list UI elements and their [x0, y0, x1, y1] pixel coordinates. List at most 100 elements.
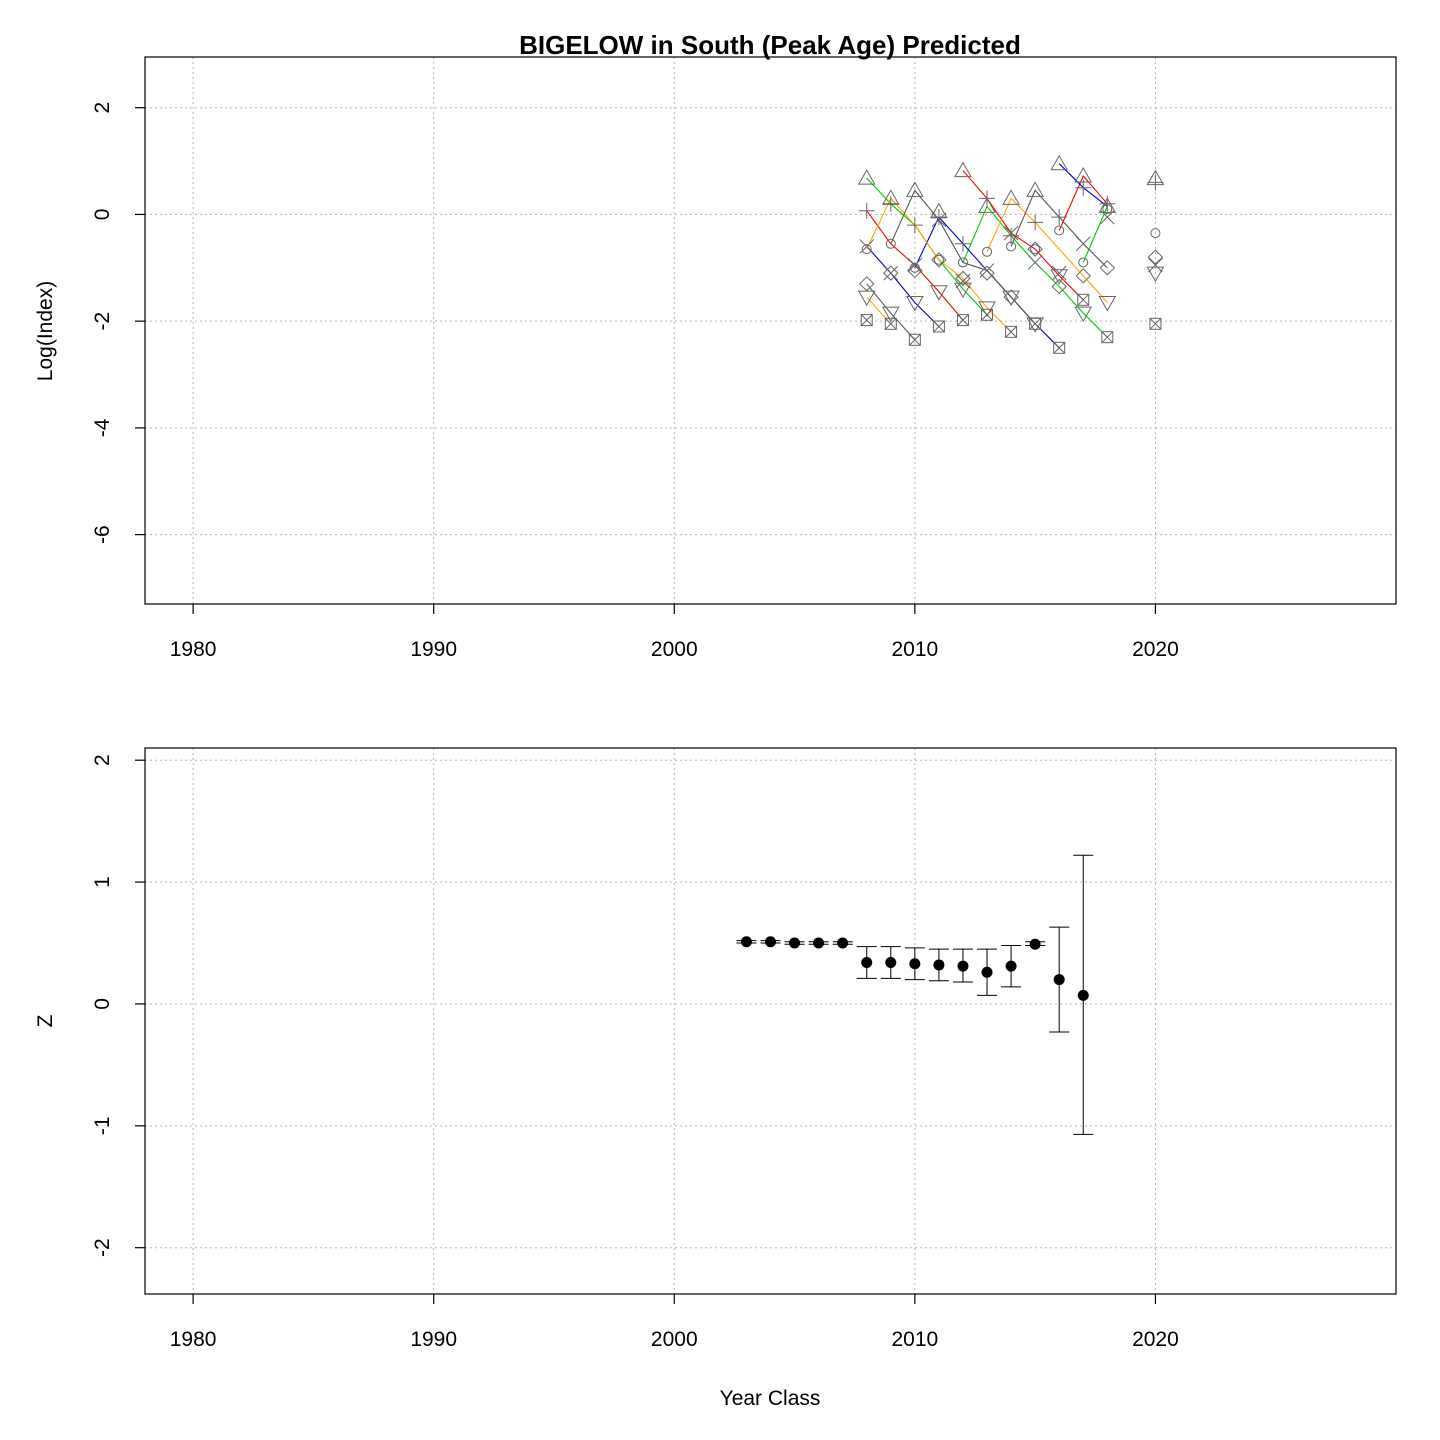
index-point-boxx — [932, 320, 945, 333]
z-point — [740, 936, 752, 948]
index-point-x — [931, 212, 947, 228]
index-point-triangle-down — [1098, 295, 1117, 312]
index-point-plus — [858, 202, 875, 219]
bottom-xlabel: Year Class — [720, 1387, 821, 1410]
bot-y-tick-label: 2 — [91, 754, 114, 766]
index-point-boxx — [884, 317, 897, 330]
index-point-diamond — [955, 270, 971, 287]
bot-y-tick-label: 0 — [91, 998, 114, 1010]
index-point-diamond — [1051, 278, 1067, 295]
bot-y-tick-label: -2 — [91, 1238, 114, 1257]
index-point-circle — [933, 254, 944, 265]
z-point — [885, 957, 897, 968]
index-point-triangle-down — [930, 285, 948, 301]
index-point-plus — [1099, 195, 1116, 212]
index-point-plus — [1075, 179, 1092, 196]
index-point-boxx — [981, 308, 994, 321]
index-point-x — [1099, 209, 1115, 225]
bot-x-tick-label: 1990 — [410, 1328, 457, 1351]
index-point-x — [1075, 236, 1091, 252]
bot-x-tick-label: 2000 — [651, 1328, 698, 1351]
index-point-plus — [906, 217, 923, 234]
z-point — [813, 937, 825, 949]
z-point — [1053, 974, 1065, 986]
index-point-diamond — [907, 262, 923, 279]
z-point — [981, 966, 993, 978]
index-point-circle — [982, 246, 993, 257]
index-point-triangle-down — [1074, 306, 1093, 323]
bot-x-tick-label: 1980 — [170, 1328, 217, 1351]
index-point-boxx — [1053, 341, 1066, 354]
index-point-plus — [882, 195, 899, 212]
index-point-x — [1051, 265, 1067, 281]
chart-title: BIGELOW in South (Peak Age) Predicted — [519, 30, 1021, 60]
z-point — [909, 958, 921, 970]
index-point-boxx — [1149, 317, 1162, 330]
top-ylabel: Log(Index) — [34, 281, 57, 381]
index-point-boxx — [1029, 317, 1042, 330]
index-point-triangle-down — [857, 290, 876, 307]
top-x-tick-label: 2010 — [891, 638, 938, 661]
cohort-line — [890, 189, 1036, 325]
top-y-tick-label: -6 — [91, 525, 114, 544]
index-point-diamond — [1147, 249, 1164, 265]
index-point-plus — [1027, 214, 1044, 231]
top-x-tick-label: 2020 — [1132, 638, 1179, 661]
bottom-plot-frame — [144, 747, 1397, 1295]
index-point-circle — [1102, 204, 1113, 215]
index-point-triangle-down — [1002, 290, 1020, 307]
top-x-tick-label: 1990 — [410, 638, 457, 661]
cohort-line — [962, 170, 1084, 301]
index-point-boxx — [860, 314, 873, 327]
index-point-circle — [1030, 244, 1041, 255]
top-y-tick-label: 0 — [91, 209, 114, 221]
index-point-triangle — [1098, 197, 1117, 213]
index-point-triangle-down — [1050, 269, 1069, 285]
index-point-x — [1148, 257, 1163, 273]
index-point-triangle-down — [905, 295, 924, 312]
index-point-diamond — [1027, 241, 1043, 257]
bottom-panel: 1980 1990 2000 2010 2020 -2 -1 0 1 2 Z Year Class — [34, 747, 1397, 1410]
z-point — [933, 959, 945, 971]
top-y-tick-label: -2 — [91, 312, 114, 331]
index-point-x — [859, 239, 875, 254]
z-point — [957, 960, 969, 972]
index-point-triangle — [954, 161, 972, 178]
index-point-triangle — [905, 181, 924, 197]
index-point-triangle — [857, 169, 876, 185]
index-point-diamond — [931, 252, 947, 268]
cohort-line — [1058, 174, 1108, 231]
top-y-tick-label: 2 — [91, 102, 114, 114]
index-point-boxx — [1101, 331, 1114, 344]
top-plot-frame — [144, 56, 1397, 605]
index-point-triangle-down — [1146, 266, 1165, 283]
top-panel: 1980 1990 2000 2010 2020 -6 -4 -2 0 2 Log(Index) — [34, 56, 1397, 661]
index-point-triangle — [1026, 181, 1044, 197]
index-point-x — [1027, 255, 1043, 270]
z-point — [1077, 989, 1089, 1001]
z-point — [789, 937, 801, 949]
z-point — [1029, 938, 1041, 950]
z-point — [861, 957, 873, 968]
index-point-diamond — [883, 265, 899, 281]
z-point — [837, 937, 849, 949]
top-x-tick-label: 1980 — [170, 638, 217, 661]
index-point-x — [1003, 225, 1019, 241]
cohort-line — [986, 197, 1108, 303]
index-point-circle — [861, 244, 872, 255]
cohort-line — [866, 283, 916, 341]
cohort-line — [1082, 206, 1108, 263]
bot-x-tick-label: 2010 — [891, 1328, 938, 1351]
index-point-x — [907, 257, 923, 273]
cohort-line — [866, 177, 988, 316]
index-point-circle — [885, 238, 896, 249]
index-point-circle — [1054, 225, 1065, 236]
bot-x-tick-label: 2020 — [1132, 1328, 1179, 1351]
index-point-triangle — [1002, 189, 1020, 205]
index-point-plus — [930, 209, 947, 226]
index-point-circle — [1006, 241, 1017, 252]
index-point-triangle — [978, 197, 996, 213]
index-point-boxx — [1005, 325, 1018, 338]
index-point-circle — [1150, 228, 1161, 239]
